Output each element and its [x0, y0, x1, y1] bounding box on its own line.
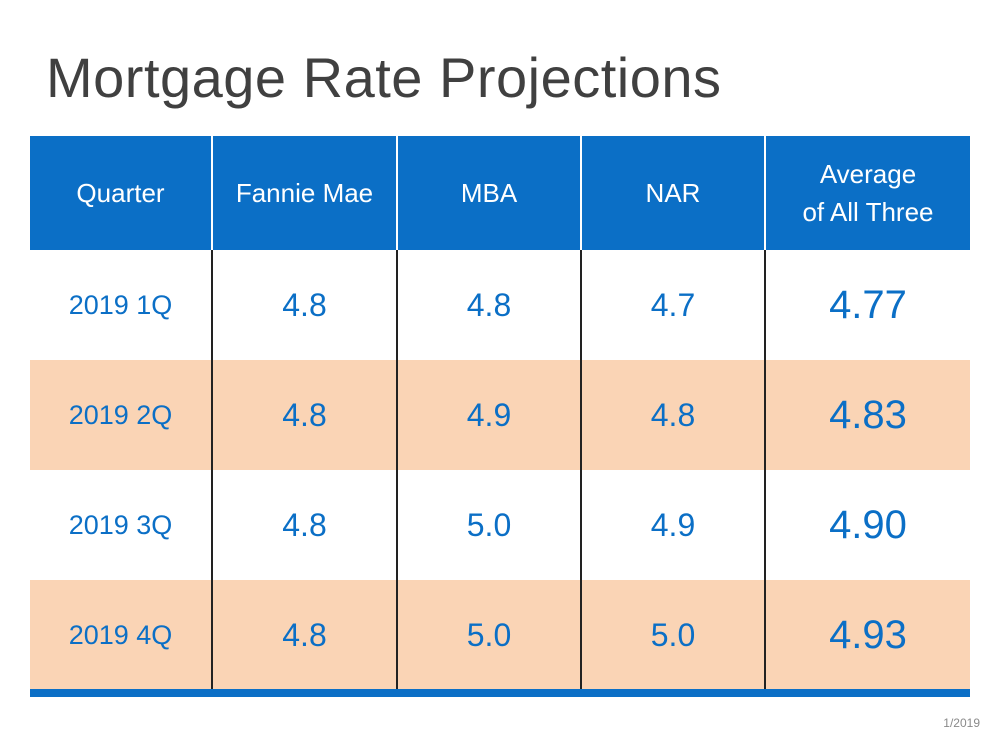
cell-fannie-mae: 4.8 [211, 250, 397, 360]
header-nar: NAR [580, 136, 765, 250]
page-title: Mortgage Rate Projections [46, 46, 722, 109]
cell-fannie-mae: 4.8 [211, 470, 397, 580]
cell-quarter: 2019 1Q [30, 250, 212, 360]
cell-average: 4.90 [764, 470, 970, 580]
cell-quarter: 2019 4Q [30, 580, 212, 690]
cell-average: 4.77 [764, 250, 970, 360]
table-row: 2019 2Q 4.8 4.9 4.8 4.83 [30, 360, 970, 470]
cell-quarter: 2019 3Q [30, 470, 212, 580]
date-note: 1/2019 [943, 716, 980, 730]
cell-quarter: 2019 2Q [30, 360, 212, 470]
header-average-label: Average of All Three [802, 159, 934, 227]
cell-fannie-mae: 4.8 [211, 580, 397, 690]
table-header-row: Quarter Fannie Mae MBA NAR Average of All… [30, 136, 970, 250]
table-bottom-rule [30, 689, 970, 697]
cell-nar: 5.0 [580, 580, 765, 690]
cell-mba: 5.0 [396, 580, 581, 690]
cell-nar: 4.9 [580, 470, 765, 580]
cell-mba: 4.9 [396, 360, 581, 470]
cell-mba: 5.0 [396, 470, 581, 580]
cell-nar: 4.7 [580, 250, 765, 360]
header-average: Average of All Three [764, 136, 970, 250]
cell-mba: 4.8 [396, 250, 581, 360]
cell-nar: 4.8 [580, 360, 765, 470]
table-row: 2019 4Q 4.8 5.0 5.0 4.93 [30, 580, 970, 690]
cell-average: 4.93 [764, 580, 970, 690]
table-row: 2019 1Q 4.8 4.8 4.7 4.77 [30, 250, 970, 360]
header-mba: MBA [396, 136, 581, 250]
header-fannie-mae: Fannie Mae [211, 136, 397, 250]
cell-average: 4.83 [764, 360, 970, 470]
header-quarter: Quarter [30, 136, 212, 250]
rate-projections-table: Quarter Fannie Mae MBA NAR Average of All… [30, 136, 970, 690]
cell-fannie-mae: 4.8 [211, 360, 397, 470]
table-row: 2019 3Q 4.8 5.0 4.9 4.90 [30, 470, 970, 580]
